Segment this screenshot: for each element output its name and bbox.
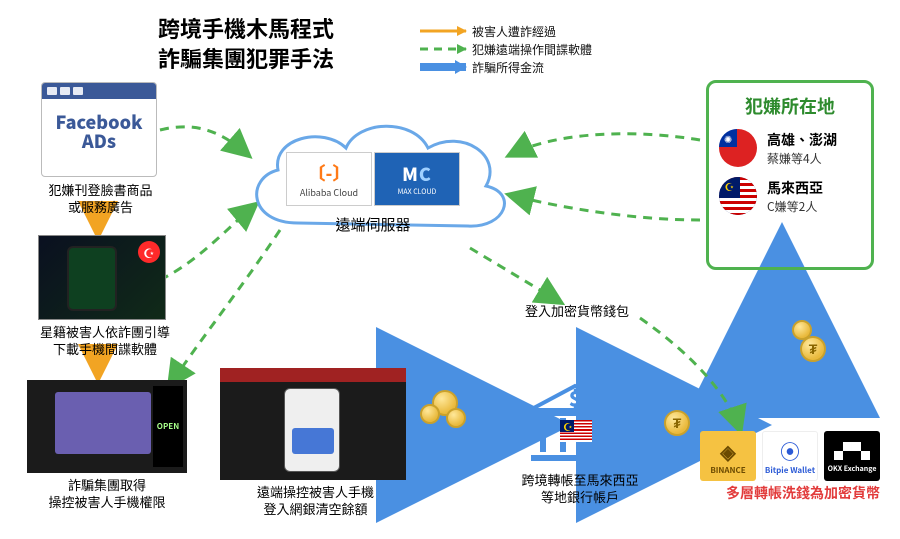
node-cloud-servers: 〔-〕 Alibaba Cloud MC MAX CLOUD 遠端伺服器 — [228, 108, 518, 253]
suspect-people: 蔡嫌等4人 — [767, 150, 837, 167]
tether-coin-icon: ₮ — [664, 410, 690, 436]
legend-label: 犯嫌遠端操作間諜軟體 — [472, 41, 592, 58]
logo-max-cloud: MC MAX CLOUD — [374, 152, 460, 206]
legend-label: 詐騙所得金流 — [472, 59, 544, 76]
node-suspect-locations: 犯嫌所在地 ✺ 高雄、澎湖 蔡嫌等4人 ☪ 馬來西亞 C嫌等2人 — [706, 80, 874, 270]
coin-icon — [792, 320, 812, 340]
singapore-flag-icon: ☪ — [138, 241, 160, 263]
edge-label-crypto-login: 登入加密貨幣錢包 — [520, 298, 634, 323]
malaysia-flag-icon — [560, 420, 592, 442]
node-exchanges: ◈ BINANCE ⦿ Bitpie Wallet ▞▚ OKX Exchang… — [700, 431, 880, 481]
coin-icon — [420, 404, 440, 424]
legend: 被害人遭詐經過 犯嫌遠端操作間諜軟體 詐騙所得金流 — [420, 22, 592, 76]
taiwan-flag-icon: ✺ — [719, 129, 757, 167]
browser-tab-bar — [42, 83, 156, 99]
logo-binance: ◈ BINANCE — [700, 431, 756, 481]
legend-item: 犯嫌遠端操作間諜軟體 — [420, 40, 592, 58]
node-phone-spyware: ☪ — [38, 235, 166, 320]
logo-alibaba-cloud: 〔-〕 Alibaba Cloud — [286, 152, 372, 206]
suspect-people: C嫌等2人 — [767, 198, 823, 215]
suspect-row: ✺ 高雄、澎湖 蔡嫌等4人 — [719, 129, 861, 167]
logo-okx: ▞▚ OKX Exchange — [824, 431, 880, 481]
caption-bank: 跨境轉帳至馬來西亞 等地銀行帳戶 — [510, 472, 650, 506]
logo-bitpie: ⦿ Bitpie Wallet — [762, 431, 818, 481]
cloud-label: 遠端伺服器 — [228, 214, 518, 235]
diagram-title: 跨境手機木馬程式 詐騙集團犯罪手法 — [158, 14, 334, 73]
tether-coin-icon: ₮ — [800, 336, 826, 362]
caption-phone: 星籍被害人依詐團引導 下載手機間諜軟體 — [25, 324, 185, 358]
legend-item: 被害人遭詐經過 — [420, 22, 592, 40]
caption-fb: 犯嫌刊登臉書商品 或服務廣告 — [33, 182, 168, 216]
svg-text:$: $ — [569, 383, 581, 412]
coin-icon — [446, 408, 466, 428]
node-screenshot-control: OPEN — [27, 380, 187, 473]
node-screenshot-remote — [220, 368, 406, 480]
suspect-row: ☪ 馬來西亞 C嫌等2人 — [719, 177, 861, 215]
suspects-title: 犯嫌所在地 — [719, 93, 861, 119]
crypto-laundering-note: 多層轉帳洗錢為加密貨幣 — [726, 483, 880, 503]
suspect-place: 馬來西亞 — [767, 178, 823, 198]
legend-item: 詐騙所得金流 — [420, 58, 592, 76]
caption-shot1: 詐騙集團取得 操控被害人手機權限 — [27, 477, 187, 511]
node-facebook-ads: Facebook ADs — [41, 82, 157, 177]
suspect-place: 高雄、澎湖 — [767, 130, 837, 150]
legend-label: 被害人遭詐經過 — [472, 23, 556, 40]
malaysia-flag-icon: ☪ — [719, 177, 757, 215]
facebook-ads-text: Facebook ADs — [42, 113, 156, 151]
caption-shot2: 遠端操控被害人手機 登入網銀清空餘額 — [218, 484, 413, 518]
